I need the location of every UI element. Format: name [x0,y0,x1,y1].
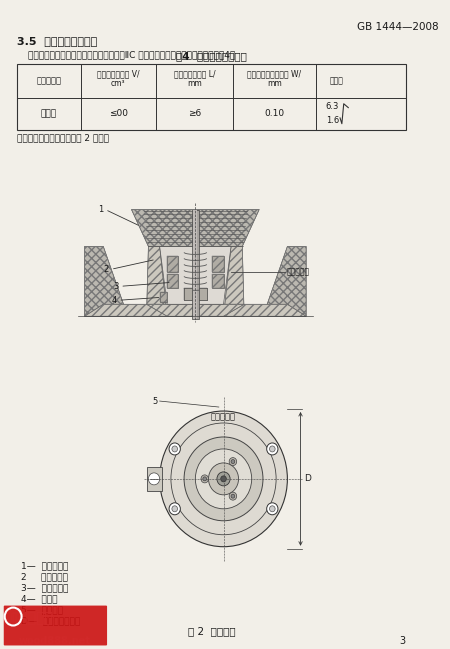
Text: 隔爆小室净容积 V/: 隔爆小室净容积 V/ [97,69,140,79]
Text: 3: 3 [400,637,406,646]
Circle shape [220,476,226,482]
Circle shape [160,411,288,546]
Text: 平装式灯座结构示意图如图 2 所示。: 平装式灯座结构示意图如图 2 所示。 [17,134,109,143]
Circle shape [267,443,278,455]
Circle shape [195,449,252,509]
Circle shape [217,472,230,486]
Circle shape [169,443,180,455]
Text: D—  安装中心孔距。: D— 安装中心孔距。 [21,617,80,626]
Circle shape [208,463,239,495]
Circle shape [201,475,208,483]
Text: 3: 3 [113,282,118,291]
Circle shape [203,477,207,481]
Circle shape [148,473,160,485]
Polygon shape [167,256,179,273]
Text: 2: 2 [104,265,109,274]
Polygon shape [212,256,224,273]
Bar [192,210,199,319]
Circle shape [229,492,237,500]
Circle shape [172,506,178,512]
Text: 3.5  隔爆小室结构参数: 3.5 隔爆小室结构参数 [17,36,97,46]
Text: ≥6: ≥6 [188,109,201,118]
Text: wood888.net: wood888.net [19,637,90,646]
Circle shape [231,494,235,498]
Text: 1.6: 1.6 [326,116,339,125]
FancyBboxPatch shape [4,606,107,646]
Text: 5—  安装孔；: 5— 安装孔； [21,606,63,615]
Circle shape [169,503,180,515]
Polygon shape [131,210,259,247]
Polygon shape [147,247,167,316]
Text: 表4  隔爆小室结构参数: 表4 隔爆小室结构参数 [176,51,247,61]
Polygon shape [85,247,128,316]
Polygon shape [160,247,231,304]
Circle shape [229,458,237,465]
Bar [194,210,197,319]
Text: 水平放大图: 水平放大图 [211,412,236,421]
Circle shape [231,459,235,463]
Text: 接合面型式: 接合面型式 [36,77,61,85]
Bar [147,467,162,491]
Text: 2     中心触头；: 2 中心触头； [21,572,68,582]
Text: 隔隙式: 隔隙式 [41,109,57,118]
Polygon shape [263,247,306,316]
Polygon shape [85,304,306,316]
Text: 隔爆接合面长度 L/: 隔爆接合面长度 L/ [174,69,215,79]
Polygon shape [224,247,244,316]
Circle shape [172,446,178,452]
Circle shape [270,506,275,512]
Text: mm: mm [267,79,282,88]
Text: 图 2  灯座结构: 图 2 灯座结构 [188,626,235,637]
Polygon shape [147,304,244,316]
Polygon shape [167,275,179,288]
Text: 0.10: 0.10 [264,109,284,118]
Text: GB 1444—2008: GB 1444—2008 [357,22,438,32]
Text: ≤00: ≤00 [109,109,128,118]
Text: 木: 木 [10,611,16,622]
Text: 隔爆接合面: 隔爆接合面 [287,268,310,277]
Text: 3—  隔爆小室；: 3— 隔爆小室； [21,583,68,593]
Text: 灯库内中心触头隔爆小室结构参数需符合ⅡC 外壳防隙防爆的要求，具体参数见表4。: 灯库内中心触头隔爆小室结构参数需符合ⅡC 外壳防隙防爆的要求，具体参数见表4。 [28,50,235,59]
Text: D: D [304,474,311,484]
Text: mm: mm [187,79,202,88]
Text: 隔爆接合面最大直径 W/: 隔爆接合面最大直径 W/ [247,69,302,79]
Text: 1—  给缠护套；: 1— 给缠护套； [21,561,68,570]
Text: 6.3: 6.3 [326,103,339,111]
Circle shape [267,503,278,515]
Text: 1: 1 [98,205,104,214]
Text: 4: 4 [111,296,117,305]
Circle shape [184,437,263,520]
Polygon shape [212,275,224,288]
Text: 木中木商网: 木中木商网 [11,611,53,626]
Bar [17,64,406,130]
Circle shape [270,446,275,452]
Text: cm³: cm³ [111,79,126,88]
Polygon shape [160,292,167,302]
Bar [199,288,207,300]
Text: 5: 5 [153,397,158,406]
Polygon shape [184,288,192,300]
Text: 粗糙度: 粗糙度 [329,77,343,85]
Polygon shape [199,288,207,300]
Text: 4—  胶材；: 4— 胶材； [21,594,57,604]
Bar [184,288,192,300]
